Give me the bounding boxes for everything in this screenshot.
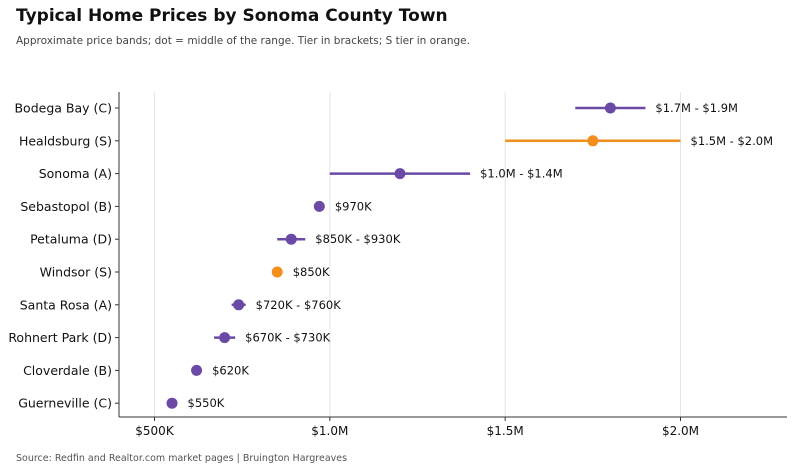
axes [115,92,787,421]
y-tick-label: Rohnert Park (D) [8,330,112,345]
value-label: $850K [293,265,330,279]
value-label: $720K - $760K [256,298,342,312]
y-tick-label: Santa Rosa (A) [20,297,112,312]
y-tick-label: Healdsburg (S) [19,133,112,148]
midpoint-dot [191,364,203,376]
x-tick-labels: $500K $1.0M $1.5M $2.0M [135,424,699,438]
y-tick-label: Windsor (S) [40,265,112,280]
y-tick-label: Cloverdale (B) [23,363,112,378]
value-label: $1.0M - $1.4M [480,167,563,181]
chart-subtitle: Approximate price bands; dot = middle of… [16,35,470,47]
y-tick-label: Guerneville (C) [18,396,112,411]
value-label: $620K [212,363,249,377]
midpoint-dot [394,168,406,180]
range-marks: $1.7M - $1.9M $1.5M - $2.0M $1.0M - $1.4M $… [166,101,774,410]
y-tick-label: Sebastopol (B) [20,199,112,214]
midpoint-dot [587,135,599,147]
y-tick-label: Bodega Bay (C) [14,101,112,116]
midpoint-dot [166,397,178,409]
midpoint-dot [604,102,616,114]
value-label: $970K [335,199,372,213]
value-label: $1.7M - $1.9M [655,101,738,115]
y-tick-label: Sonoma (A) [39,166,112,181]
value-label: $850K - $930K [315,232,401,246]
grid-lines [154,92,681,417]
x-tick-label: $2.0M [662,424,699,438]
x-tick-label: $500K [135,424,175,438]
value-label: $670K - $730K [245,331,331,345]
midpoint-dot [285,233,297,245]
midpoint-dot [219,332,231,344]
chart-title: Typical Home Prices by Sonoma County Tow… [16,6,448,26]
midpoint-dot [271,266,283,278]
source-note: Source: Redfin and Realtor.com market pa… [16,453,348,464]
value-label: $1.5M - $2.0M [691,134,774,148]
value-label: $550K [188,396,225,410]
midpoint-dot [233,299,245,311]
y-tick-labels: Bodega Bay (C) Healdsburg (S) Sonoma (A) Se… [8,101,112,411]
midpoint-dot [313,200,325,212]
x-tick-label: $1.0M [311,424,348,438]
y-tick-label: Petaluma (D) [30,232,112,247]
x-tick-label: $1.5M [487,424,524,438]
